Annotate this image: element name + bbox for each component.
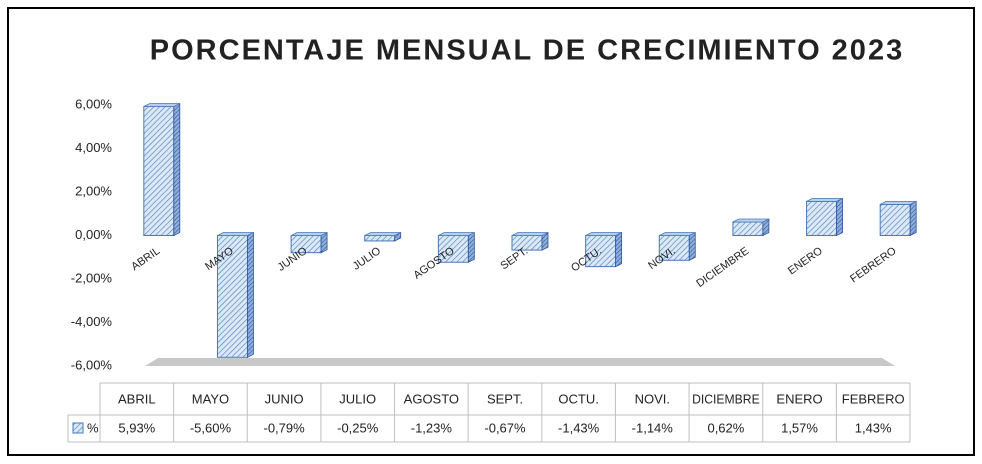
- bar: [732, 221, 764, 236]
- bar-top: [217, 232, 254, 236]
- data-label: -1,23%: [411, 420, 453, 435]
- bar: [879, 203, 911, 237]
- data-label: -5,60%: [190, 420, 232, 435]
- bar-top: [290, 232, 328, 236]
- data-label: 1,43%: [855, 420, 892, 435]
- y-tick-label: 4,00%: [75, 140, 112, 155]
- bar-side: [615, 231, 623, 268]
- bar-top: [806, 197, 843, 202]
- chart-title: PORCENTAJE MENSUAL DE CRECIMIENTO 2023: [150, 35, 904, 67]
- bar-top: [880, 200, 917, 205]
- bar-side: [247, 231, 254, 358]
- data-label: -0,67%: [484, 420, 526, 435]
- table-header: JULIO: [339, 391, 376, 406]
- bar: [806, 200, 838, 236]
- y-tick-label: -6,00%: [71, 357, 113, 372]
- table-header: SEPT.: [487, 391, 523, 406]
- y-tick-label: 2,00%: [75, 183, 112, 198]
- y-tick-label: -4,00%: [71, 314, 113, 329]
- legend-label: %: [87, 420, 99, 435]
- bar-side: [909, 200, 917, 237]
- table-header: ENERO: [776, 391, 822, 406]
- table-header: MAYO: [192, 391, 229, 406]
- floor: [145, 358, 895, 366]
- y-tick-label: 0,00%: [75, 227, 112, 242]
- data-label: 1,57%: [781, 420, 818, 435]
- table-header: AGOSTO: [404, 391, 459, 406]
- table-header: ABRIL: [118, 391, 156, 406]
- bar-side: [836, 197, 843, 237]
- bar-side: [173, 102, 181, 237]
- bar-top: [438, 232, 475, 236]
- bar-top: [732, 218, 770, 223]
- bar-side: [320, 231, 328, 254]
- bar: [143, 106, 175, 236]
- bar-top: [585, 232, 622, 236]
- bar-top: [511, 232, 549, 236]
- bar-side: [688, 231, 696, 261]
- bar: [216, 235, 248, 358]
- table-header: NOVI.: [635, 391, 670, 406]
- data-label: 0,62%: [707, 420, 744, 435]
- bar-side: [467, 231, 475, 263]
- legend-key: [72, 422, 84, 434]
- y-tick-label: -2,00%: [71, 270, 113, 285]
- bar: [511, 235, 543, 251]
- table-header: JUNIO: [265, 391, 304, 406]
- data-label: -0,79%: [263, 420, 305, 435]
- data-label: -1,14%: [632, 420, 674, 435]
- bar: [364, 235, 396, 242]
- data-label: 5,93%: [118, 420, 155, 435]
- bar-top: [364, 232, 401, 236]
- table-header: OCTU.: [558, 391, 598, 406]
- bar-top: [659, 232, 696, 236]
- table-header: DICIEMBRE: [692, 391, 760, 406]
- bar-top: [143, 103, 180, 107]
- bar: [437, 235, 469, 263]
- data-label: -0,25%: [337, 420, 379, 435]
- y-tick-label: 6,00%: [75, 96, 112, 111]
- data-label: -1,43%: [558, 420, 600, 435]
- table-header: FEBRERO: [842, 391, 905, 406]
